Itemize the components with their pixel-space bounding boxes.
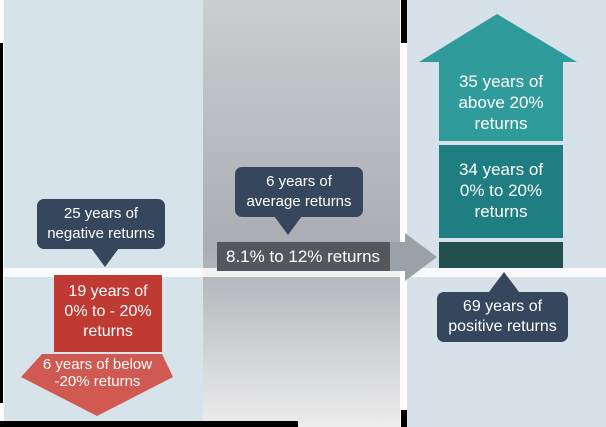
average-callout-pointer: [274, 216, 302, 235]
arrow-text-line: -20% returns: [54, 373, 141, 390]
down-arrow-polygon: [21, 354, 173, 416]
average-returns-callout: 6 years of average returns: [235, 167, 363, 217]
box-text-line: 34 years of: [458, 160, 544, 179]
average-returns-bar-label: 8.1% to 12% returns: [226, 247, 381, 266]
negative-0-to-20-box: 19 years of 0% to - 20% returns: [54, 275, 162, 352]
positive-0-to-20-box: 34 years of 0% to 20% returns: [439, 145, 563, 238]
positive-base-box: [439, 242, 563, 268]
box-text-line: above 20%: [458, 93, 544, 112]
black-edge-mark-bottom-right: [401, 410, 407, 427]
zero-line-divider: [0, 268, 606, 277]
up-arrow-polygon: [419, 14, 577, 62]
box-text-line: returns: [474, 202, 528, 221]
below-20-arrow-label: 6 years of below -20% returns: [25, 356, 170, 390]
callout-text-line: 69 years of: [462, 298, 543, 315]
box-text-line: 0% to 20%: [459, 181, 543, 200]
box-text-line: returns: [474, 114, 528, 133]
callout-text-line: 25 years of: [63, 205, 139, 222]
average-returns-bar: 8.1% to 12% returns: [217, 242, 390, 271]
box-text-line: returns: [83, 323, 133, 340]
callout-text-line: positive returns: [448, 318, 557, 335]
callout-text-line: negative returns: [47, 225, 155, 242]
positive-returns-callout: 69 years of positive returns: [437, 292, 568, 342]
above-20-box: 35 years of above 20% returns: [439, 62, 563, 141]
box-text-line: 35 years of: [458, 72, 544, 91]
up-arrow-head-shape: [419, 14, 577, 62]
box-text-line: 0% to - 20%: [64, 303, 152, 320]
positive-callout-pointer: [489, 272, 519, 292]
box-text-line: 19 years of: [68, 283, 148, 300]
negative-returns-callout: 25 years of negative returns: [37, 199, 165, 249]
black-edge-mark-left: [0, 43, 3, 403]
callout-text-line: average returns: [246, 193, 352, 210]
black-edge-mark-top: [401, 0, 407, 43]
right-arrow-polygon: [390, 233, 437, 281]
down-arrow-shape: [21, 354, 173, 416]
right-arrow-shape: [390, 233, 437, 281]
callout-text-line: 6 years of: [266, 173, 332, 190]
negative-callout-pointer: [91, 248, 119, 267]
arrow-text-line: 6 years of below: [42, 356, 153, 373]
black-edge-mark-bottom-strip: [0, 421, 298, 427]
